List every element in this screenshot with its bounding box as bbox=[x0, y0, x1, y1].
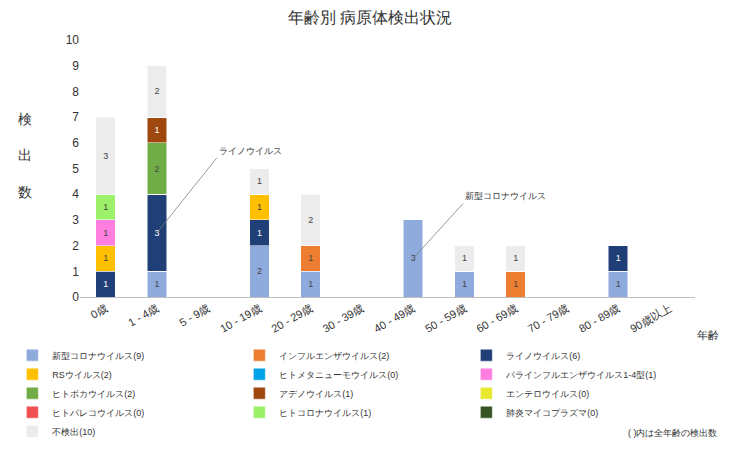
svg-text:7: 7 bbox=[72, 110, 79, 124]
svg-text:2: 2 bbox=[257, 266, 262, 276]
svg-text:1: 1 bbox=[257, 176, 262, 186]
svg-text:5: 5 bbox=[72, 162, 79, 176]
svg-text:70 - 79歳: 70 - 79歳 bbox=[525, 302, 570, 335]
svg-text:0: 0 bbox=[72, 290, 79, 304]
svg-text:1: 1 bbox=[103, 279, 108, 289]
svg-text:40 - 49歳: 40 - 49歳 bbox=[372, 302, 417, 335]
svg-text:新型コロナウイルス: 新型コロナウイルス bbox=[465, 191, 546, 201]
svg-text:1: 1 bbox=[308, 279, 313, 289]
svg-text:ライノウイルス: ライノウイルス bbox=[219, 146, 282, 156]
svg-text:3: 3 bbox=[103, 151, 108, 161]
svg-text:9: 9 bbox=[72, 59, 79, 73]
svg-text:8: 8 bbox=[72, 85, 79, 99]
svg-text:ヒトコロナウイルス(1): ヒトコロナウイルス(1) bbox=[279, 408, 371, 418]
svg-text:1: 1 bbox=[154, 125, 159, 135]
svg-text:( )内は全年齢の検出数: ( )内は全年齢の検出数 bbox=[628, 428, 718, 438]
svg-text:肺炎マイコプラズマ(0): 肺炎マイコプラズマ(0) bbox=[506, 408, 598, 418]
svg-text:RSウイルス(2): RSウイルス(2) bbox=[52, 370, 112, 380]
svg-text:4: 4 bbox=[72, 187, 79, 201]
svg-text:1: 1 bbox=[103, 202, 108, 212]
svg-text:不検出(10): 不検出(10) bbox=[52, 427, 95, 437]
svg-text:1: 1 bbox=[103, 253, 108, 263]
svg-text:1: 1 bbox=[616, 253, 621, 263]
svg-text:3: 3 bbox=[411, 253, 416, 263]
svg-text:2: 2 bbox=[308, 215, 313, 225]
svg-text:パラインフルエンザウイルス1-4型(1): パラインフルエンザウイルス1-4型(1) bbox=[505, 370, 656, 380]
svg-text:2: 2 bbox=[154, 86, 159, 96]
svg-text:ヒトボカウイルス(2): ヒトボカウイルス(2) bbox=[52, 389, 135, 399]
svg-text:6: 6 bbox=[72, 136, 79, 150]
svg-text:0歳: 0歳 bbox=[89, 302, 110, 321]
svg-text:10: 10 bbox=[66, 33, 80, 47]
svg-text:検出数: 検出数 bbox=[18, 111, 32, 200]
svg-text:1 - 4歳: 1 - 4歳 bbox=[126, 302, 161, 329]
svg-text:2: 2 bbox=[154, 164, 159, 174]
svg-text:1: 1 bbox=[154, 279, 159, 289]
svg-text:ヒトメタニューモウイルス(0): ヒトメタニューモウイルス(0) bbox=[279, 370, 398, 380]
svg-text:1: 1 bbox=[462, 279, 467, 289]
svg-text:1: 1 bbox=[72, 265, 79, 279]
svg-text:30 - 39歳: 30 - 39歳 bbox=[320, 302, 365, 335]
svg-text:ライノウイルス(6): ライノウイルス(6) bbox=[506, 351, 580, 361]
svg-text:アデノウイルス(1): アデノウイルス(1) bbox=[279, 389, 353, 399]
svg-text:2: 2 bbox=[72, 239, 79, 253]
svg-text:50 - 59歳: 50 - 59歳 bbox=[423, 302, 468, 335]
svg-text:90歳以上: 90歳以上 bbox=[628, 302, 673, 335]
svg-text:ヒトパレコウイルス(0): ヒトパレコウイルス(0) bbox=[52, 408, 144, 418]
svg-text:年齢: 年齢 bbox=[697, 329, 719, 341]
svg-text:年齢別 病原体検出状況: 年齢別 病原体検出状況 bbox=[288, 9, 452, 26]
svg-text:インフルエンザウイルス(2): インフルエンザウイルス(2) bbox=[279, 351, 389, 361]
svg-text:3: 3 bbox=[72, 213, 79, 227]
svg-text:20 - 29歳: 20 - 29歳 bbox=[269, 302, 314, 335]
svg-text:1: 1 bbox=[513, 279, 518, 289]
svg-text:新型コロナウイルス(9): 新型コロナウイルス(9) bbox=[52, 351, 144, 361]
svg-text:エンテロウイルス(0): エンテロウイルス(0) bbox=[506, 389, 589, 399]
svg-text:60 - 69歳: 60 - 69歳 bbox=[474, 302, 519, 335]
svg-text:1: 1 bbox=[462, 253, 467, 263]
svg-text:1: 1 bbox=[308, 253, 313, 263]
svg-text:3: 3 bbox=[154, 228, 159, 238]
svg-text:1: 1 bbox=[257, 228, 262, 238]
svg-text:1: 1 bbox=[616, 279, 621, 289]
svg-text:80 - 89歳: 80 - 89歳 bbox=[577, 302, 622, 335]
svg-text:1: 1 bbox=[103, 228, 108, 238]
svg-text:1: 1 bbox=[513, 253, 518, 263]
svg-text:5 - 9歳: 5 - 9歳 bbox=[177, 302, 212, 329]
svg-text:10 - 19歳: 10 - 19歳 bbox=[218, 302, 263, 335]
svg-text:1: 1 bbox=[257, 202, 262, 212]
